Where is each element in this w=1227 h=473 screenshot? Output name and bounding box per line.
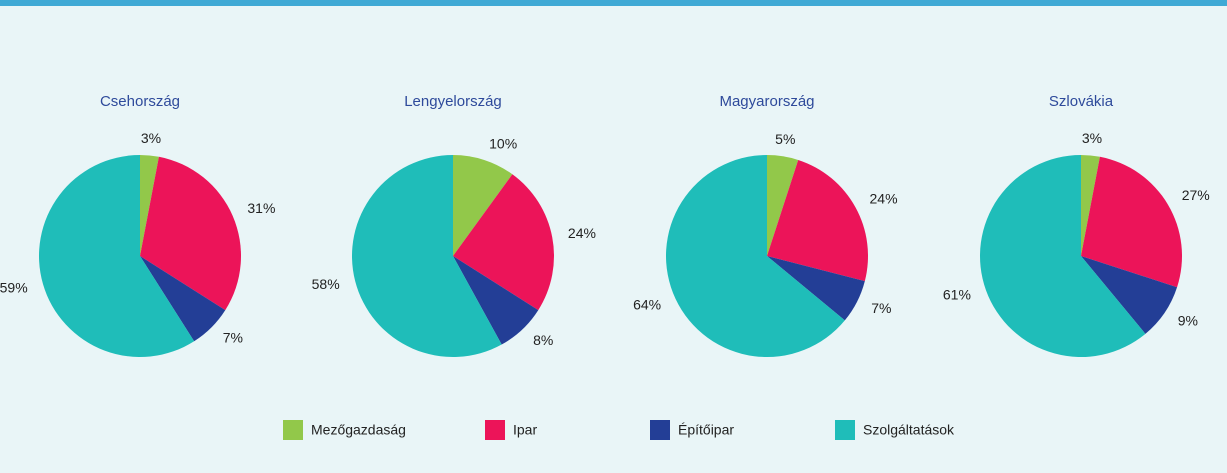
pie-slice bbox=[767, 159, 868, 282]
pie-slice bbox=[140, 256, 226, 342]
data-label: 10% bbox=[489, 135, 517, 151]
data-label: 31% bbox=[247, 200, 275, 216]
pie-slice bbox=[38, 155, 195, 357]
pie-slice bbox=[666, 155, 845, 357]
data-label: 5% bbox=[775, 131, 795, 147]
legend-label: Ipar bbox=[513, 422, 537, 438]
pie-slice bbox=[1081, 155, 1100, 256]
chart-title: Csehország bbox=[100, 93, 180, 110]
pie-slice bbox=[767, 256, 865, 321]
legend-label: Szolgáltatások bbox=[863, 422, 955, 438]
data-label: 9% bbox=[1178, 312, 1198, 328]
chart-title: Magyarország bbox=[719, 93, 814, 110]
legend-swatch bbox=[485, 420, 505, 440]
data-label: 7% bbox=[223, 329, 243, 345]
top-bar bbox=[0, 0, 1227, 6]
legend-swatch bbox=[835, 420, 855, 440]
data-label: 58% bbox=[312, 276, 340, 292]
pie-slice bbox=[767, 155, 799, 256]
data-label: 24% bbox=[870, 190, 898, 206]
pie-slice bbox=[1081, 156, 1183, 288]
data-label: 24% bbox=[568, 225, 596, 241]
data-label: 27% bbox=[1182, 187, 1210, 203]
data-label: 64% bbox=[633, 297, 661, 313]
chart-title: Szlovákia bbox=[1049, 93, 1114, 110]
pie-slice bbox=[453, 256, 539, 345]
pie-slice bbox=[1081, 256, 1178, 334]
pie-slice bbox=[352, 155, 502, 357]
chart-title: Lengyelország bbox=[404, 93, 502, 110]
pie-slice bbox=[453, 174, 554, 311]
data-label: 3% bbox=[1082, 130, 1102, 146]
data-label: 3% bbox=[141, 130, 161, 146]
data-label: 8% bbox=[533, 332, 553, 348]
legend-swatch bbox=[650, 420, 670, 440]
pie-slice bbox=[980, 155, 1146, 358]
legend-label: Építőipar bbox=[678, 422, 734, 438]
legend-swatch bbox=[283, 420, 303, 440]
pie-slice bbox=[140, 156, 241, 311]
data-label: 59% bbox=[0, 279, 28, 295]
data-label: 61% bbox=[943, 286, 971, 302]
legend-label: Mezőgazdaság bbox=[311, 422, 406, 438]
data-label: 7% bbox=[871, 300, 891, 316]
pie-slice bbox=[453, 155, 513, 256]
pie-slice bbox=[140, 155, 159, 256]
